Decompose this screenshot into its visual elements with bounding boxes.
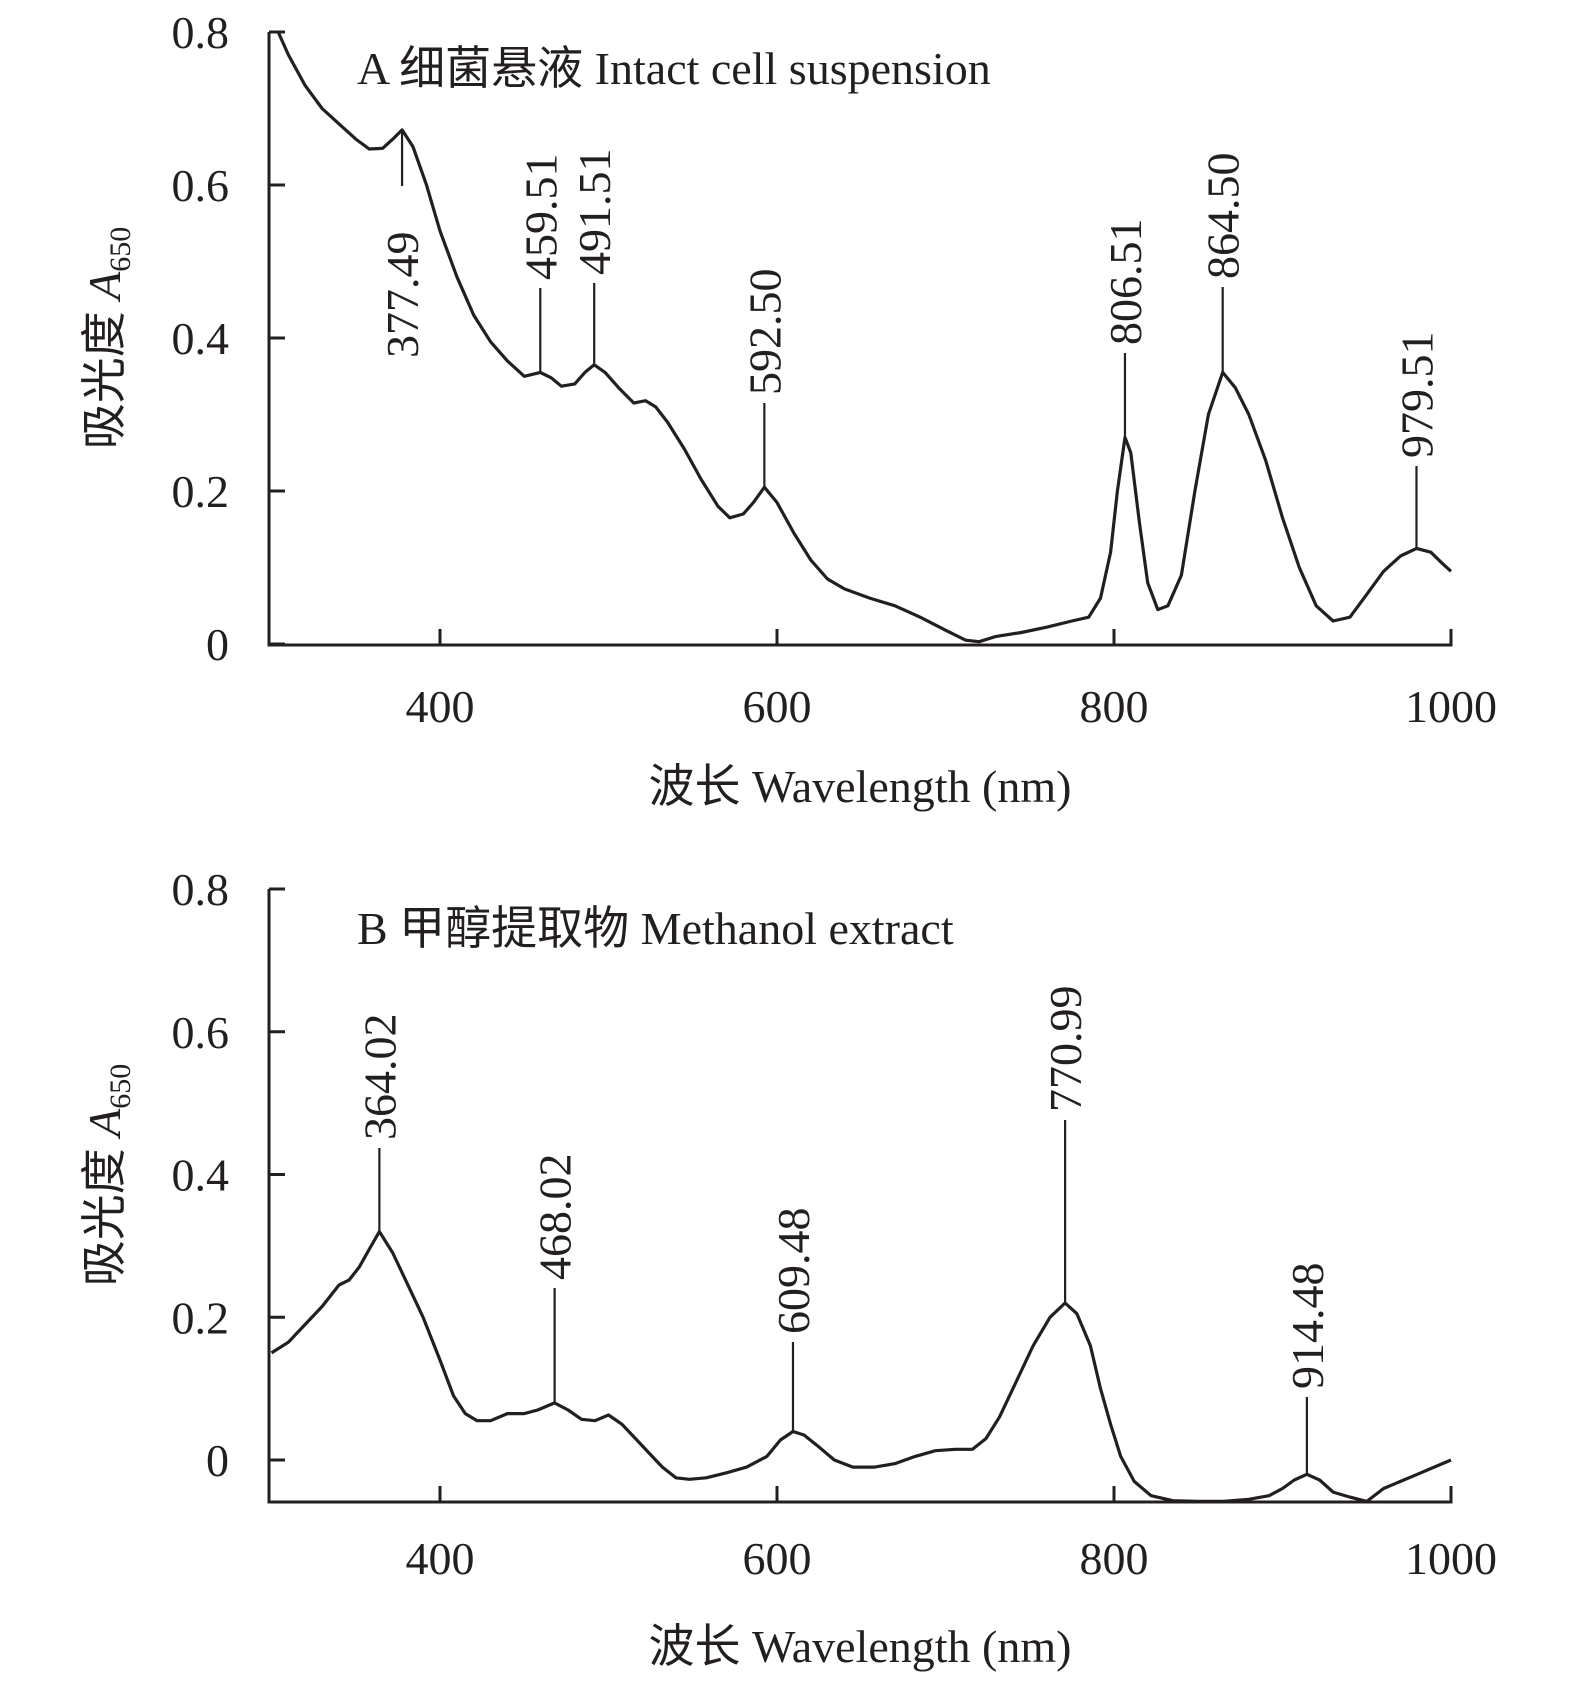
peak-label: 592.50	[739, 269, 790, 396]
x-tick-label: 1000	[1405, 1533, 1497, 1584]
ticks-b: 0 0.2 0.4 0.6 0.8 400 600 800 1000	[172, 864, 1498, 1584]
peak-label: 609.48	[768, 1208, 819, 1335]
y-tick-label: 0.8	[172, 864, 230, 915]
axes-b	[267, 889, 1453, 1504]
peak-label: 770.99	[1040, 986, 1091, 1113]
panel-a: A 细菌悬液 Intact cell suspension 吸光度 A650 波…	[79, 7, 1497, 812]
x-tick-label: 1000	[1405, 681, 1497, 732]
panel-b-title: B 甲醇提取物 Methanol extract	[357, 903, 954, 954]
panel-a-title: A 细菌悬液 Intact cell suspension	[357, 43, 991, 94]
y-axis-title-a: 吸光度 A650	[79, 227, 137, 450]
curve-a	[276, 31, 1453, 644]
y-tick-label: 0.6	[172, 160, 230, 211]
y-axis-title-text: 吸光度	[79, 311, 130, 449]
axes-a	[267, 32, 1453, 647]
panel-b: B 甲醇提取物 Methanol extract 吸光度 A650 波长 Wav…	[79, 864, 1497, 1672]
spectrum-line	[276, 31, 1453, 644]
y-axis-title-b: 吸光度 A650	[79, 1064, 137, 1287]
svg-text:吸光度 A650: 吸光度 A650	[79, 1064, 137, 1287]
x-tick-label: 600	[743, 1533, 812, 1584]
peak-label: 979.51	[1391, 332, 1442, 459]
y-tick-label: 0.6	[172, 1007, 230, 1058]
peak-label: 864.50	[1198, 153, 1249, 280]
x-axis-title-a: 波长 Wavelength (nm)	[649, 761, 1072, 812]
x-tick-label: 400	[406, 1533, 475, 1584]
x-tick-label: 800	[1080, 681, 1149, 732]
peak-labels-b: 364.02 468.02 609.48 770.99 914.48	[354, 986, 1333, 1390]
peak-label: 491.51	[569, 149, 620, 276]
peak-label: 459.51	[515, 154, 566, 281]
y-axis-title-text: 吸光度	[79, 1148, 130, 1286]
y-tick-label: 0	[206, 619, 229, 670]
peak-label: 377.49	[377, 232, 428, 359]
y-axis-title-symbol: A	[79, 271, 130, 303]
y-axis-title-subscript: 650	[104, 1064, 137, 1109]
peak-label: 364.02	[354, 1014, 405, 1141]
spectrum-line	[270, 1230, 1452, 1503]
peak-labels-a: 377.49 459.51 491.51 592.50 806.51 864.50 979.…	[377, 149, 1442, 459]
y-tick-label: 0.4	[172, 1150, 230, 1201]
y-tick-label: 0.2	[172, 1292, 230, 1343]
svg-text:吸光度 A650: 吸光度 A650	[79, 227, 137, 450]
peak-label: 806.51	[1100, 219, 1151, 346]
y-tick-label: 0.4	[172, 313, 230, 364]
peak-leaders-a	[400, 129, 1418, 549]
peak-label: 914.48	[1282, 1263, 1333, 1390]
y-tick-label: 0	[206, 1435, 229, 1486]
x-tick-label: 400	[406, 681, 475, 732]
peak-leaders-b	[378, 1120, 1308, 1475]
x-tick-label: 800	[1080, 1533, 1149, 1584]
y-tick-label: 0.8	[172, 7, 230, 58]
y-axis-title-symbol: A	[79, 1108, 130, 1140]
ticks-a: 0 0.2 0.4 0.6 0.8 400 600 800 1000	[172, 7, 1498, 732]
curve-b	[270, 1230, 1452, 1503]
y-axis-title-subscript: 650	[104, 227, 137, 272]
peak-label: 468.02	[530, 1154, 581, 1281]
x-axis-title-b: 波长 Wavelength (nm)	[649, 1621, 1072, 1672]
y-tick-label: 0.2	[172, 466, 230, 517]
x-tick-label: 600	[743, 681, 812, 732]
